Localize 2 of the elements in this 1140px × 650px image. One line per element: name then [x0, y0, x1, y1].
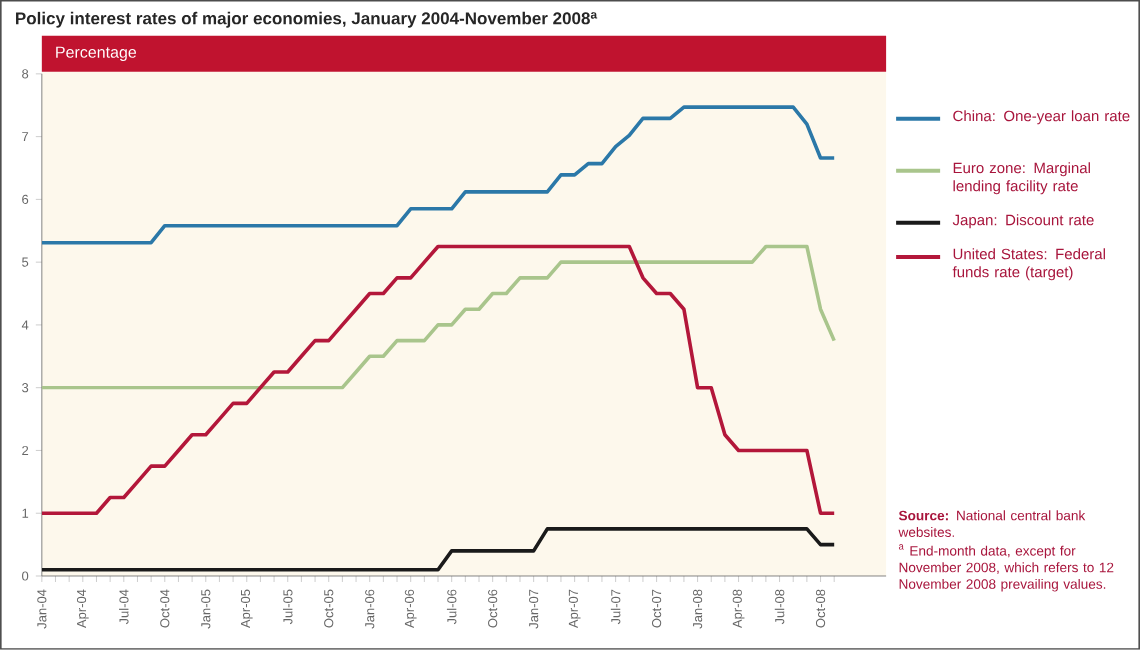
chart-title: Policy interest rates of major economies, January 2004-November 2008$^{a}$ [16, 11, 598, 28]
y-axis-title: Percentage [56, 46, 137, 62]
